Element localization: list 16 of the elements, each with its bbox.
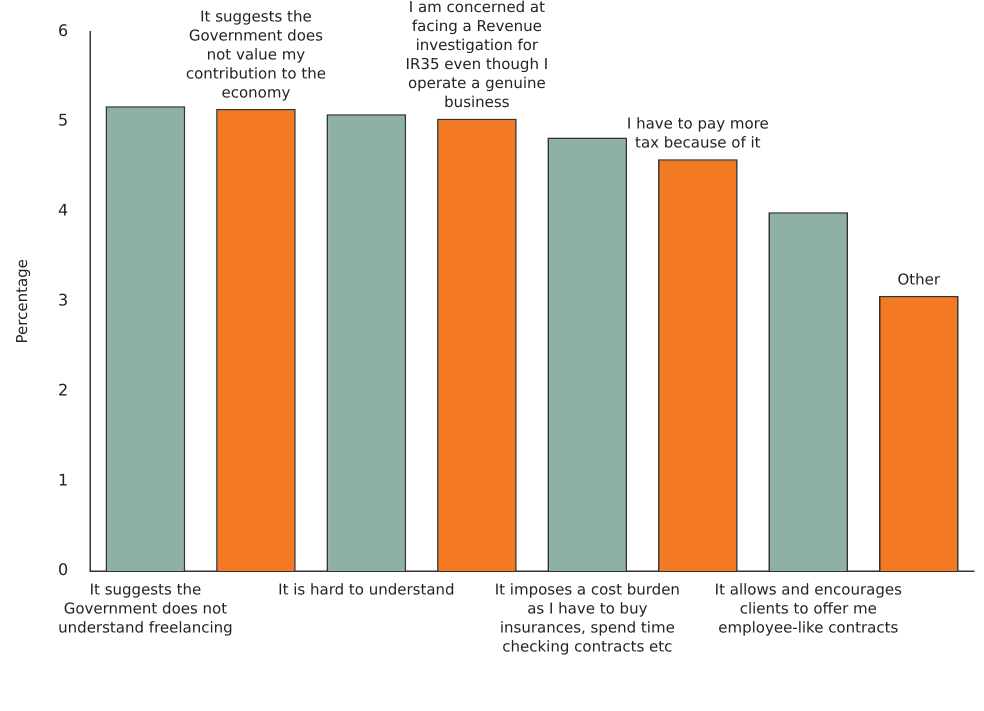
x-tick-label: I am concerned at facing a Revenue investigation for IR35 even though I operate a genuine business (406, 0, 548, 112)
x-tick-label: It allows and encourages clients to offer me employee-like contracts (714, 580, 902, 636)
x-tick-label: It imposes a cost burden as I have to buy insurances, spend time checking contracts etc (494, 580, 680, 656)
x-tick-label: It suggests the Government does not value my contribution to the economy (186, 7, 326, 102)
y-tick-label: 5 (58, 110, 68, 130)
y-tick-label: 4 (58, 200, 68, 220)
x-tick-label: It is hard to understand (278, 580, 455, 598)
y-tick-label: 1 (58, 470, 68, 490)
y-tick-label: 3 (58, 290, 68, 310)
y-tick-label: 6 (58, 20, 68, 40)
y-tick-label: 0 (58, 560, 68, 580)
y-tick-label: 2 (58, 380, 68, 400)
x-tick-label: It suggests the Government does not understand freelancing (58, 580, 233, 636)
y-axis-title: Percentage (12, 259, 31, 344)
x-tick-label: I have to pay more tax because of it (626, 114, 769, 152)
x-tick-label: Other (897, 270, 941, 288)
